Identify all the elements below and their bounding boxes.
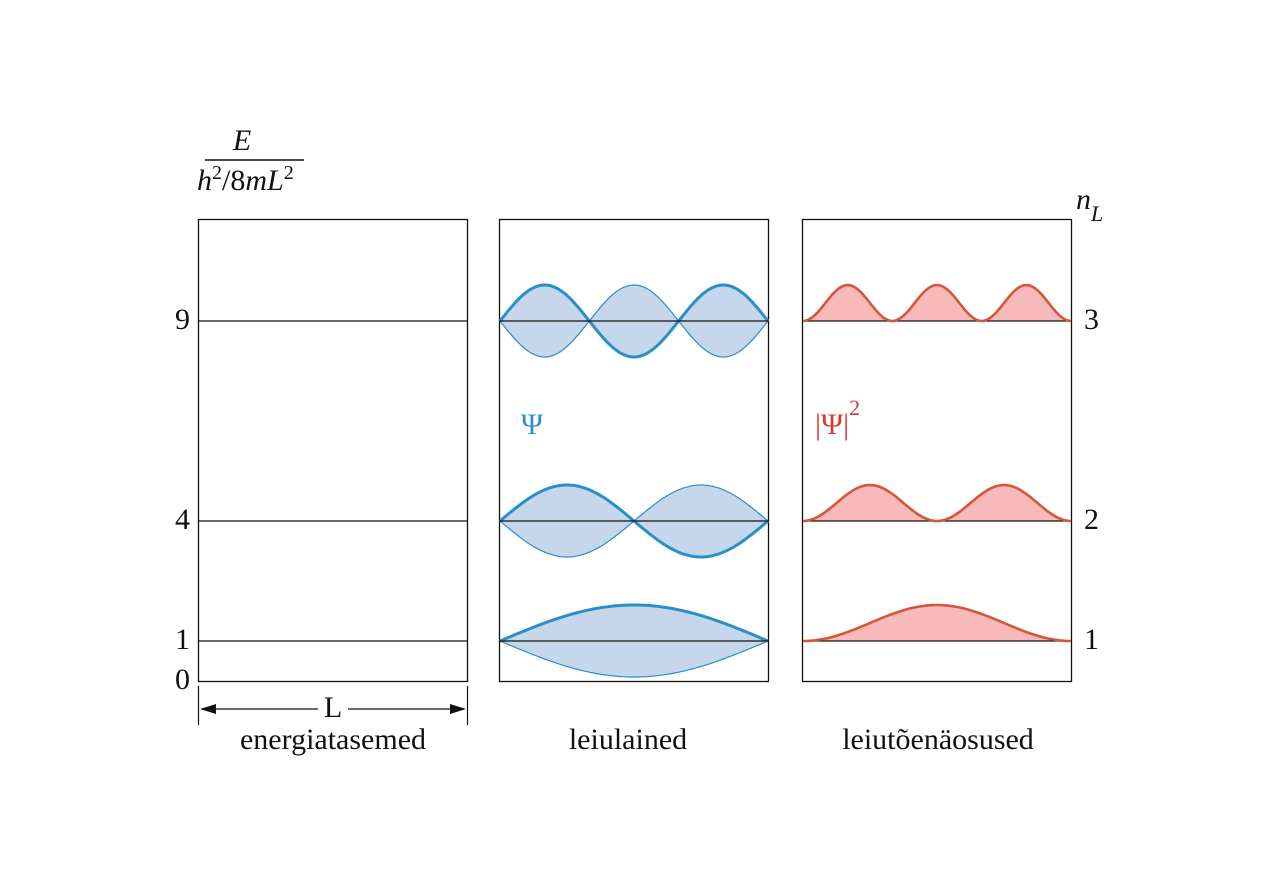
panel-box [498,218,770,683]
symbol-L: L [266,164,284,197]
energy-denominator: h2/8mL2 [197,162,294,197]
width-arrow [197,686,469,725]
caption: energiatasemed [240,723,426,756]
psi-curve [498,283,770,359]
symbol-n: n [1076,183,1091,216]
prob-curve [802,483,1072,523]
energy-label: 1 [175,623,190,656]
energy-label: 4 [175,503,190,536]
exponent: 2 [212,162,222,184]
divisor: /8 [222,164,245,197]
psi-mirror [499,640,769,678]
subscript: L [1090,201,1103,226]
width-label: L [324,691,342,724]
prob-label: |Ψ|2 [815,395,860,441]
prob-symbol: |Ψ| [815,408,849,441]
exponent: 2 [849,395,860,420]
prob-fill [803,605,1071,641]
psi-curve [499,603,769,643]
quantum-number: 3 [1084,303,1099,336]
quantum-number: 2 [1084,503,1099,536]
energy-label: 9 [175,303,190,336]
caption: leiutõenäosused [842,723,1034,756]
symbol-h: h [197,164,212,197]
quantum-number: 1 [1084,623,1099,656]
caption: leiulained [569,723,687,756]
prob-curve [803,603,1071,643]
psi-mirror [499,284,769,358]
symbol-m: m [245,164,267,197]
panel-box [801,218,1073,683]
psi-label: Ψ [521,408,544,441]
prob-curve [802,283,1072,323]
prob-fill [803,285,1071,321]
exponent: 2 [284,162,294,184]
energy-label: 0 [175,663,190,696]
prob-fill [803,485,1071,521]
panel-box [197,218,469,683]
energy-numerator: E [232,124,251,157]
n-label: nL [1076,183,1103,226]
